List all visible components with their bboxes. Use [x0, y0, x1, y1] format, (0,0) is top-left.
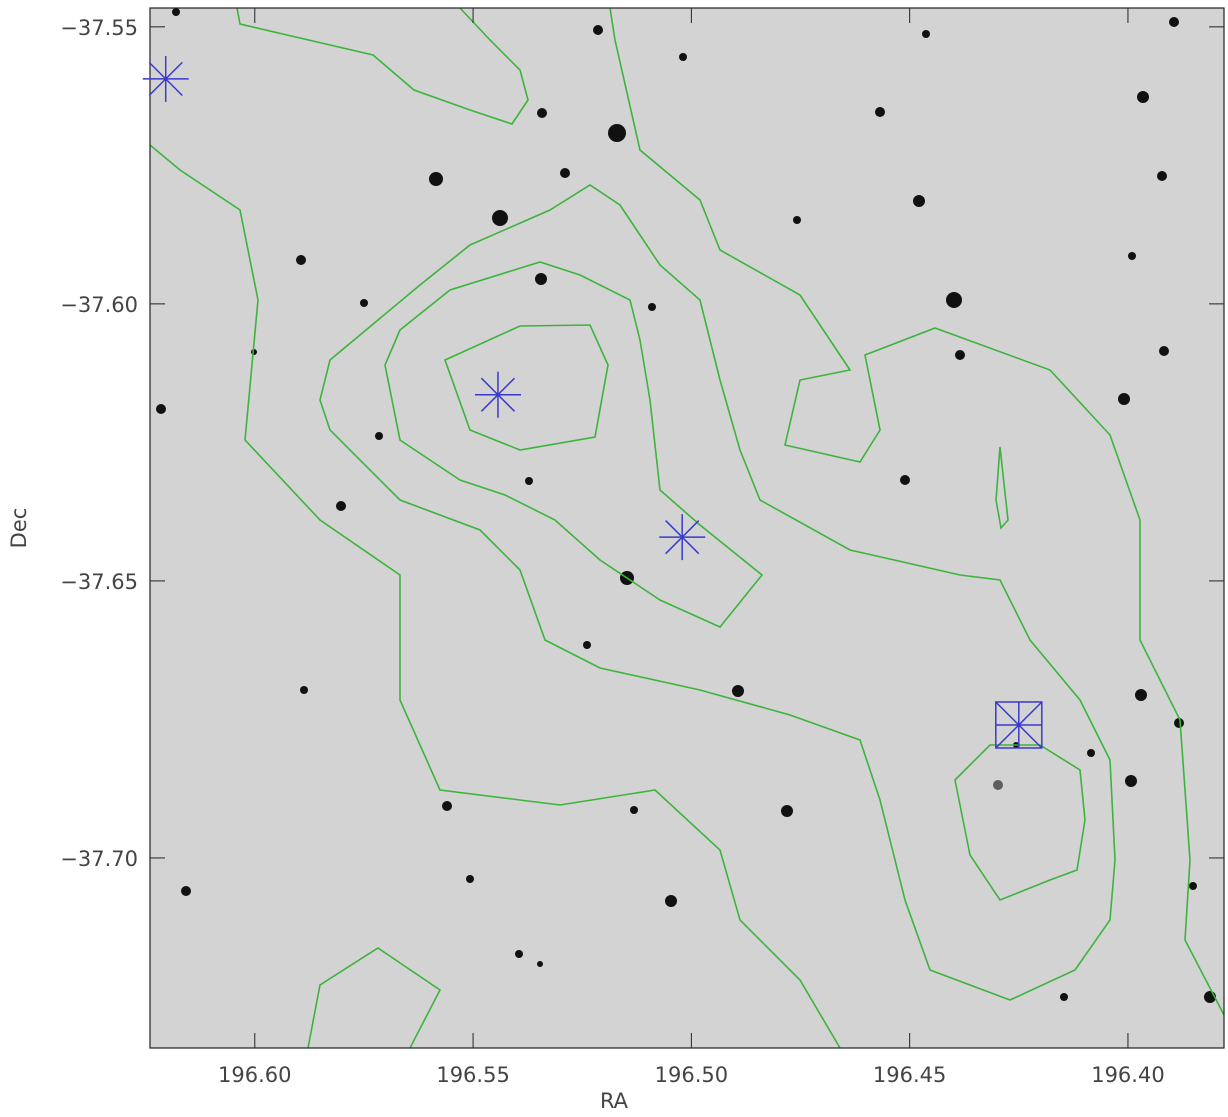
y-axis-label: Dec [7, 508, 31, 549]
marker [996, 702, 1042, 748]
x-tick-label: 196.60 [218, 1063, 291, 1087]
x-tick-label: 196.45 [873, 1063, 946, 1087]
marker [659, 514, 705, 560]
y-tick-label: −37.65 [60, 570, 138, 594]
marker [475, 372, 521, 418]
y-tick-label: −37.60 [60, 293, 138, 317]
x-tick-label: 196.40 [1091, 1063, 1164, 1087]
marker [143, 56, 189, 102]
sky-image [150, 8, 1224, 1048]
x-tick-label: 196.50 [655, 1063, 728, 1087]
chart: RA Dec 196.60 196.55 196.50 196.45 196.40 −37… [0, 0, 1228, 1117]
x-axis-label: RA [600, 1089, 629, 1113]
y-tick-label: −37.55 [60, 16, 138, 40]
x-tick-label: 196.55 [436, 1063, 509, 1087]
y-tick-label: −37.70 [60, 847, 138, 871]
